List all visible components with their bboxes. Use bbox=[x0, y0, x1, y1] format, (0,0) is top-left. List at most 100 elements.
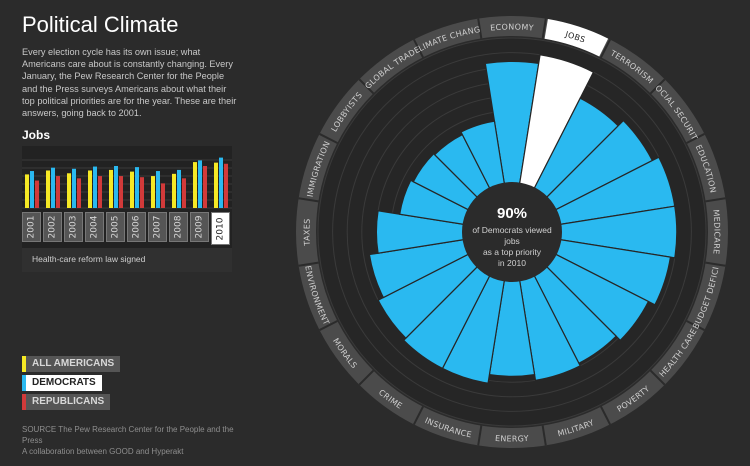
mini-bar-2003-all-americans bbox=[67, 173, 71, 208]
year-label: 2005 bbox=[110, 215, 121, 239]
ring-divider bbox=[600, 39, 611, 58]
legend-swatch bbox=[22, 394, 26, 410]
year-note: Health-care reform law signed bbox=[22, 248, 232, 272]
year-label: 2004 bbox=[89, 215, 100, 239]
ring-divider bbox=[477, 425, 483, 446]
legend-item-all-americans[interactable]: ALL AMERICANS bbox=[22, 356, 121, 372]
ring-divider bbox=[413, 406, 424, 425]
legend-label: REPUBLICANS bbox=[26, 394, 111, 410]
mini-bar-2008-republicans bbox=[182, 178, 186, 208]
ring-divider bbox=[477, 18, 483, 39]
year-button-2006[interactable]: 2006 bbox=[127, 212, 146, 242]
polar-chart: ECONOMYJOBSTERRORISMSOCIAL SECURITYEDUCA… bbox=[270, 0, 728, 448]
mini-bar-2010-republicans bbox=[224, 163, 228, 208]
year-label: 2001 bbox=[26, 215, 37, 239]
category-ring bbox=[296, 16, 728, 448]
ring-divider bbox=[649, 369, 666, 386]
center-caption-2: jobs bbox=[503, 236, 520, 246]
legend-label: ALL AMERICANS bbox=[26, 356, 121, 372]
year-button-2010[interactable]: 2010 bbox=[211, 212, 230, 245]
mini-bar-2003-democrats bbox=[72, 168, 76, 208]
year-button-2002[interactable]: 2002 bbox=[43, 212, 62, 242]
year-button-2009[interactable]: 2009 bbox=[190, 212, 209, 242]
year-button-2008[interactable]: 2008 bbox=[169, 212, 188, 242]
year-label: 2006 bbox=[131, 215, 142, 239]
mini-bar-2007-republicans bbox=[161, 183, 165, 208]
ring-divider bbox=[600, 406, 611, 425]
intro-text: Every election cycle has its own issue; … bbox=[22, 47, 237, 119]
year-button-2003[interactable]: 2003 bbox=[64, 212, 83, 242]
ring-divider bbox=[649, 78, 666, 95]
mini-bar-2005-republicans bbox=[119, 176, 123, 208]
mini-bar-2001-democrats bbox=[30, 171, 34, 208]
mini-bar-2004-all-americans bbox=[88, 170, 92, 208]
center-circle bbox=[462, 182, 562, 282]
mini-bar-2007-all-americans bbox=[151, 176, 155, 208]
mini-bar-2002-all-americans bbox=[46, 170, 50, 208]
category-label-taxes[interactable]: TAXES bbox=[302, 218, 311, 247]
page-title: Political Climate bbox=[22, 12, 179, 37]
year-label: 2002 bbox=[47, 215, 58, 239]
year-selector: 2001 2002 2003 2004 2005 2006 2007 2008 2009 2010 bbox=[22, 212, 232, 245]
category-label-energy[interactable]: ENERGY bbox=[495, 434, 529, 444]
mini-bar-2001-republicans bbox=[35, 180, 39, 208]
ring-divider bbox=[413, 39, 424, 58]
selected-issue-title: Jobs bbox=[22, 128, 51, 142]
mini-bar-2003-republicans bbox=[77, 178, 81, 208]
legend-item-republicans[interactable]: REPUBLICANS bbox=[22, 394, 120, 410]
mini-bar-2006-republicans bbox=[140, 177, 144, 208]
legend-item-democrats[interactable]: DEMOCRATS bbox=[22, 375, 120, 391]
center-caption-4: in 2010 bbox=[498, 258, 526, 268]
mini-bar-2006-democrats bbox=[135, 167, 139, 208]
grid-ring bbox=[317, 37, 707, 427]
center-caption-1: of Democrats viewed bbox=[472, 225, 552, 235]
category-label-medicare[interactable]: MEDICARE bbox=[711, 209, 721, 255]
ring-divider bbox=[705, 261, 726, 267]
legend-label: DEMOCRATS bbox=[26, 375, 102, 391]
center-caption-3: as a top priority bbox=[483, 247, 542, 257]
mini-bar-2005-democrats bbox=[114, 166, 118, 208]
mini-bar-chart bbox=[22, 157, 232, 209]
mini-bar-2004-democrats bbox=[93, 166, 97, 208]
year-button-2007[interactable]: 2007 bbox=[148, 212, 167, 242]
mini-bar-2009-democrats bbox=[198, 160, 202, 208]
mini-bar-2006-all-americans bbox=[130, 171, 134, 208]
mini-bar-2009-all-americans bbox=[193, 162, 197, 208]
ring-divider bbox=[298, 197, 319, 203]
ring-divider bbox=[686, 320, 705, 331]
mini-bar-2005-all-americans bbox=[109, 169, 113, 208]
year-button-2001[interactable]: 2001 bbox=[22, 212, 41, 242]
source-text: SOURCE The Pew Research Center for the P… bbox=[22, 424, 237, 457]
source-line-1: SOURCE The Pew Research Center for the P… bbox=[22, 425, 234, 445]
ring-divider bbox=[358, 78, 375, 95]
mini-bar-2007-democrats bbox=[156, 171, 160, 208]
category-label-economy[interactable]: ECONOMY bbox=[490, 22, 534, 32]
ring-divider bbox=[358, 369, 375, 386]
ring-divider bbox=[686, 133, 705, 144]
mini-bar-2004-republicans bbox=[98, 176, 102, 208]
center-value: 90% bbox=[497, 205, 527, 222]
ring-divider bbox=[298, 261, 319, 267]
ring-divider bbox=[541, 18, 547, 39]
mini-bar-2002-democrats bbox=[51, 167, 55, 208]
mini-bar-2008-all-americans bbox=[172, 173, 176, 208]
ring-divider bbox=[705, 197, 726, 203]
year-label: 2009 bbox=[194, 215, 205, 239]
ring-highlight-segment bbox=[544, 19, 609, 57]
source-line-2: A collaboration between GOOD and Hyperak… bbox=[22, 447, 184, 456]
legend-swatch bbox=[22, 375, 26, 391]
mini-bar-2002-republicans bbox=[56, 176, 60, 208]
year-label: 2007 bbox=[152, 215, 163, 239]
mini-bar-2008-democrats bbox=[177, 169, 181, 208]
mini-bar-2010-all-americans bbox=[214, 162, 218, 208]
year-button-2004[interactable]: 2004 bbox=[85, 212, 104, 242]
year-label: 2008 bbox=[173, 215, 184, 239]
legend: ALL AMERICANS DEMOCRATS REPUBLICANS bbox=[22, 356, 121, 413]
year-button-2005[interactable]: 2005 bbox=[106, 212, 125, 242]
ring-divider bbox=[319, 320, 338, 331]
mini-bar-2009-republicans bbox=[203, 166, 207, 208]
year-label: 2010 bbox=[215, 217, 226, 240]
ring-divider bbox=[319, 133, 338, 144]
ring-divider bbox=[541, 425, 547, 446]
year-label: 2003 bbox=[68, 215, 79, 239]
